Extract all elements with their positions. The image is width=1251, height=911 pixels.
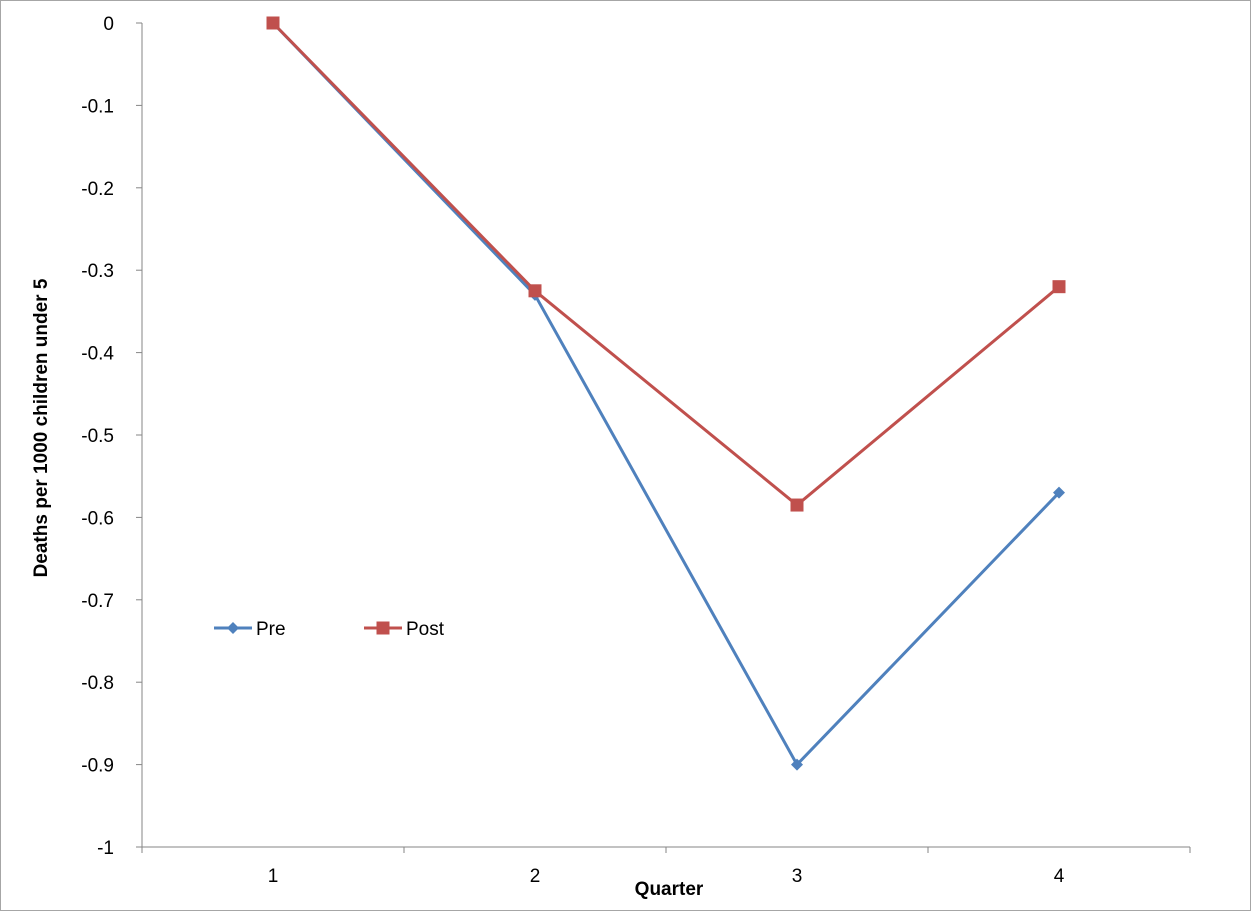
legend-item-post: Post (364, 619, 445, 640)
series-post (266, 16, 1066, 512)
y-tick-label: -0.6 (81, 508, 114, 529)
y-tick-label: -0.4 (81, 344, 114, 365)
legend-item-pre: Pre (214, 619, 286, 640)
data-point-post (528, 284, 542, 298)
y-tick-label: -0.5 (81, 426, 114, 447)
series-pre (267, 17, 1065, 771)
legend-swatch-marker (227, 622, 239, 634)
legend-swatch-marker (376, 621, 390, 635)
data-point-pre (791, 758, 803, 771)
x-tick-label: 1 (268, 866, 279, 887)
y-axis-title: Deaths per 1000 children under 5 (31, 278, 52, 577)
series-line-pre (271, 21, 1061, 767)
x-tick-label: 2 (530, 866, 541, 887)
data-point-pre (1053, 486, 1065, 499)
series-line-post (271, 21, 1060, 507)
y-tick-label: -0.3 (81, 261, 114, 282)
x-axis: 1 2 3 4 (141, 846, 1191, 887)
x-tick-label: 3 (792, 866, 803, 887)
series-layer (266, 16, 1066, 771)
y-tick-label: -0.8 (81, 673, 114, 694)
data-point-post (1052, 280, 1066, 294)
y-tick-label: -0.7 (81, 591, 114, 612)
legend-label: Pre (256, 619, 286, 640)
y-axis: 0 -0.1 -0.2 -0.3 -0.4 -0.5 -0.6 -0.7 -0.8 -0.9 -1 (81, 14, 143, 859)
y-tick-label: -0.1 (81, 96, 114, 117)
x-tick-label: 4 (1054, 866, 1065, 887)
y-tick-label: -0.9 (81, 756, 114, 777)
y-tick-label: 0 (103, 14, 114, 35)
x-axis-title: Quarter (635, 879, 704, 900)
data-point-post (790, 498, 804, 512)
data-point-post (266, 16, 280, 30)
y-tick-label: -1 (97, 838, 114, 859)
y-tick-label: -0.2 (81, 179, 114, 200)
legend: Pre Post (214, 619, 445, 640)
legend-label: Post (406, 619, 445, 640)
